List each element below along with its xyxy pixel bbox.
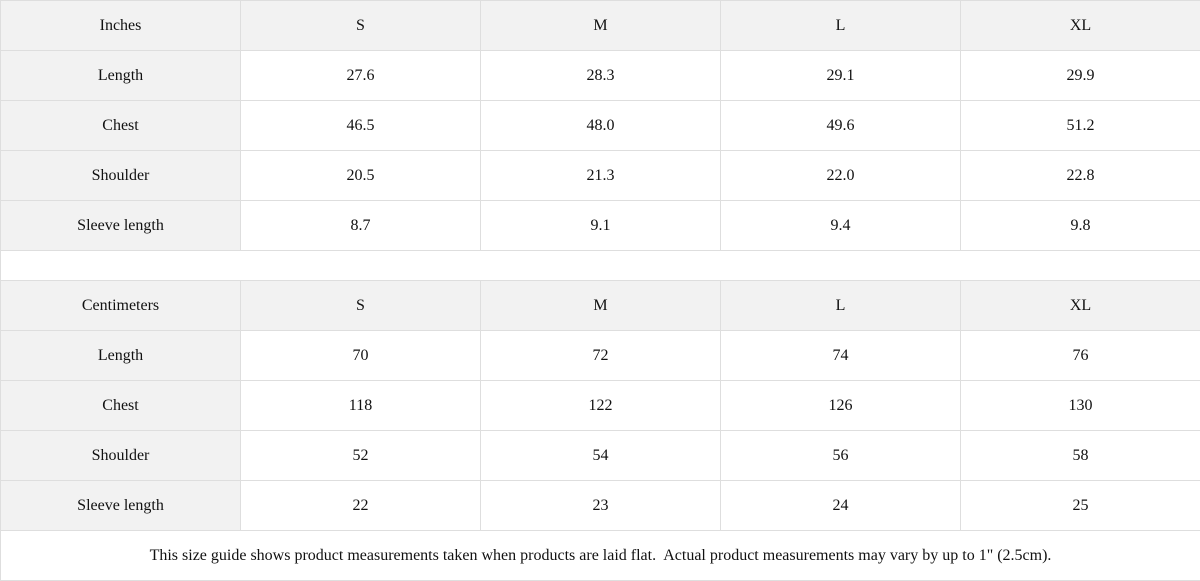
measurement-value: 130 [961,381,1200,431]
size-header: M [481,1,721,51]
measurement-value: 20.5 [241,151,481,201]
measurement-value: 56 [721,431,961,481]
measurement-value: 126 [721,381,961,431]
measurement-value: 21.3 [481,151,721,201]
measurement-label: Chest [1,381,241,431]
measurement-label: Chest [1,101,241,151]
measurement-value: 9.8 [961,201,1200,251]
measurement-value: 46.5 [241,101,481,151]
measurement-value: 48.0 [481,101,721,151]
measurement-value: 22.0 [721,151,961,201]
size-header: XL [961,1,1200,51]
unit-header: Inches [1,1,241,51]
size-header: M [481,281,721,331]
measurement-value: 122 [481,381,721,431]
measurement-value: 23 [481,481,721,531]
measurement-value: 118 [241,381,481,431]
measurement-value: 74 [721,331,961,381]
measurement-label: Length [1,51,241,101]
measurement-value: 76 [961,331,1200,381]
measurement-label: Shoulder [1,431,241,481]
size-header: S [241,1,481,51]
size-header: L [721,281,961,331]
size-header: L [721,1,961,51]
footnote-row: This size guide shows product measuremen… [1,531,1200,581]
measurement-value: 25 [961,481,1200,531]
measurement-value: 29.1 [721,51,961,101]
measurement-value: 29.9 [961,51,1200,101]
measurement-label: Sleeve length [1,201,241,251]
size-header: S [241,281,481,331]
spacer-row [1,251,1200,281]
measurement-value: 8.7 [241,201,481,251]
measurement-label: Length [1,331,241,381]
measurement-label: Sleeve length [1,481,241,531]
size-header: XL [961,281,1200,331]
measurement-label: Shoulder [1,151,241,201]
measurement-value: 70 [241,331,481,381]
measurement-value: 22 [241,481,481,531]
measurement-value: 9.4 [721,201,961,251]
measurement-value: 22.8 [961,151,1200,201]
unit-header: Centimeters [1,281,241,331]
measurement-value: 27.6 [241,51,481,101]
spacer-cell [1,251,1200,281]
measurement-value: 52 [241,431,481,481]
measurement-value: 9.1 [481,201,721,251]
measurement-value: 72 [481,331,721,381]
measurement-value: 51.2 [961,101,1200,151]
measurement-value: 58 [961,431,1200,481]
measurement-value: 54 [481,431,721,481]
measurement-value: 28.3 [481,51,721,101]
measurement-value: 24 [721,481,961,531]
footnote: This size guide shows product measuremen… [1,531,1200,581]
measurement-value: 49.6 [721,101,961,151]
